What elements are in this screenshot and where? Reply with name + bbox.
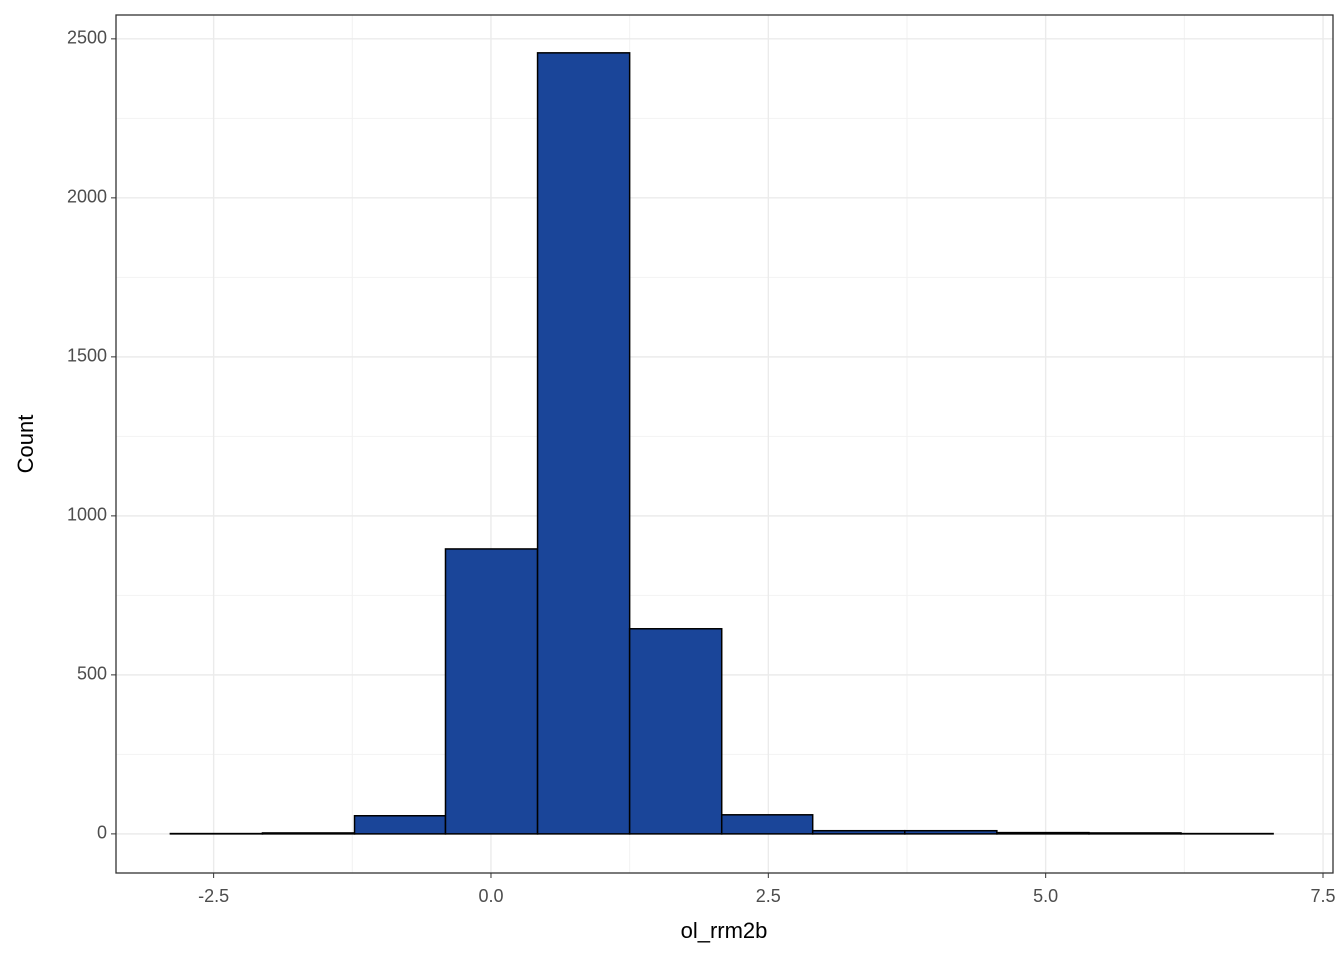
bar [996,831,1090,835]
x-tick-label: 0.0 [478,886,503,906]
x-tick-label: 7.5 [1310,886,1335,906]
bar [536,52,631,835]
y-tick-label: 1500 [67,346,107,366]
bar [904,829,998,835]
y-tick-label: 0 [97,823,107,843]
bar [628,628,723,835]
y-tick-label: 1000 [67,505,107,525]
bar [353,815,447,835]
y-tick-label: 500 [77,664,107,684]
bar [720,814,814,835]
bar [261,832,356,835]
bar [1088,832,1182,835]
y-tick-label: 2000 [67,187,107,207]
x-tick-label: -2.5 [198,886,229,906]
y-tick-label: 2500 [67,28,107,48]
x-tick-label: 5.0 [1033,886,1058,906]
bar [811,829,906,835]
plot-border [115,14,1334,874]
bar [444,548,539,835]
x-axis-title: ol_rrm2b [681,918,768,943]
y-axis-title: Count [13,415,38,474]
x-tick-label: 2.5 [756,886,781,906]
